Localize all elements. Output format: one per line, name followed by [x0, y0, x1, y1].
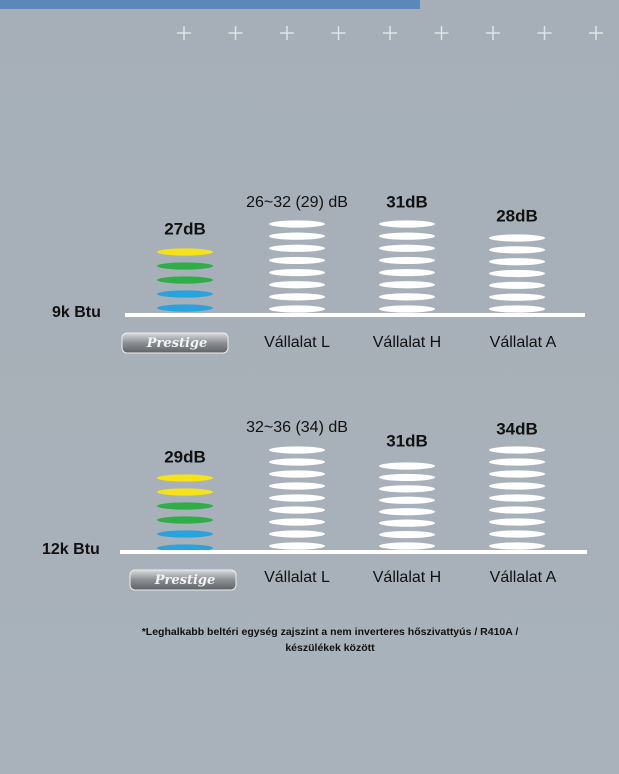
level-disc [157, 530, 213, 538]
level-disc [157, 474, 213, 482]
level-disc [269, 232, 325, 240]
competitor-value: 31dB [386, 431, 428, 450]
level-disc [489, 269, 545, 278]
level-disc [379, 542, 435, 550]
footnote: *Leghalkabb beltéri egység zajszint a ne… [142, 626, 519, 638]
level-disc [489, 293, 545, 301]
plus-sign [280, 26, 294, 40]
competitor-value: 34dB [496, 419, 538, 438]
level-disc [489, 470, 545, 478]
level-disc [269, 446, 325, 454]
footnote: készülékek között [285, 642, 375, 654]
level-disc [269, 293, 325, 301]
level-disc [489, 494, 545, 502]
level-disc [379, 256, 435, 265]
competitor-label: Vállalat A [490, 569, 557, 586]
level-disc [269, 281, 325, 289]
level-disc [379, 530, 435, 539]
level-disc [379, 293, 435, 301]
level-disc [157, 304, 213, 312]
level-disc [489, 234, 545, 242]
level-disc [269, 256, 325, 265]
level-disc [269, 268, 325, 277]
competitor-value: 28dB [496, 206, 538, 225]
level-disc [379, 485, 435, 493]
level-disc [269, 220, 325, 228]
level-disc [157, 276, 213, 284]
plus-sign [331, 26, 346, 40]
level-disc [379, 268, 435, 277]
brand-name: Prestige [154, 573, 216, 588]
level-disc [379, 281, 435, 289]
level-disc [379, 462, 435, 470]
level-disc [379, 232, 435, 240]
level-disc [489, 542, 545, 550]
level-disc [269, 530, 325, 538]
plus-sign [486, 26, 500, 40]
brand-value: 29dB [164, 447, 206, 466]
competitor-value: 26~32 (29) dB [246, 194, 348, 211]
brand-value: 27dB [164, 219, 206, 238]
level-disc [379, 519, 435, 527]
plus-sign [383, 26, 397, 40]
level-disc [489, 281, 545, 289]
competitor-value: 31dB [386, 192, 428, 211]
level-disc [489, 246, 545, 254]
brand-badge [129, 569, 237, 591]
level-disc [157, 544, 213, 552]
level-disc [157, 290, 213, 298]
brand-badge [121, 332, 229, 354]
level-disc [379, 508, 435, 516]
level-disc [379, 305, 435, 313]
level-disc [269, 470, 325, 478]
level-disc [269, 244, 325, 252]
header-image [0, 0, 420, 9]
level-disc [157, 502, 213, 510]
level-disc [379, 244, 435, 252]
level-disc [489, 305, 545, 313]
level-disc [269, 482, 325, 490]
brand-name: Prestige [146, 336, 208, 351]
level-disc [269, 542, 325, 550]
level-disc [269, 506, 325, 514]
competitor-label: Vállalat H [373, 569, 441, 586]
btu-label: 12k Btu [42, 541, 100, 558]
level-disc [489, 518, 545, 526]
level-disc [269, 305, 325, 313]
competitor-label: Vállalat H [373, 334, 441, 351]
plus-sign [228, 26, 243, 40]
level-disc [157, 488, 213, 496]
level-disc [269, 458, 325, 466]
competitor-label: Vállalat L [264, 569, 330, 586]
level-disc [157, 262, 213, 270]
level-disc [489, 258, 545, 266]
competitor-label: Vállalat A [490, 334, 557, 351]
plus-sign [434, 26, 449, 40]
level-disc [489, 446, 545, 454]
level-disc [489, 482, 545, 490]
level-disc [489, 506, 545, 514]
level-disc [269, 494, 325, 502]
level-disc [379, 220, 435, 228]
plus-sign [177, 26, 191, 40]
plus-row [177, 26, 603, 40]
level-disc [379, 473, 435, 482]
level-disc [379, 496, 435, 504]
competitor-label: Vállalat L [264, 334, 330, 351]
level-disc [489, 458, 545, 466]
plus-sign [589, 26, 603, 40]
level-disc [157, 248, 213, 256]
btu-label: 9k Btu [52, 304, 101, 321]
level-disc [157, 516, 213, 524]
competitor-value: 32~36 (34) dB [246, 419, 348, 436]
plus-sign [537, 26, 552, 40]
level-disc [489, 530, 545, 538]
level-disc [269, 518, 325, 526]
